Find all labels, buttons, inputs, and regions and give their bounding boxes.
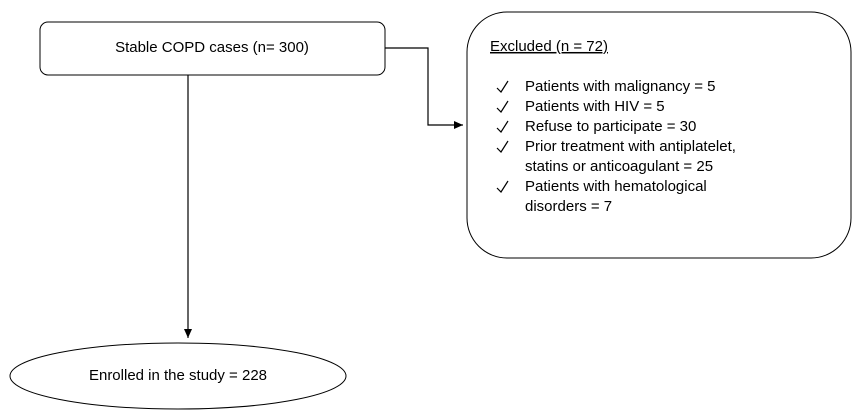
enrolled-ellipse [9, 342, 347, 410]
exclusion-arrow [385, 47, 463, 129]
start-label: Stable COPD cases (n= 300) [115, 39, 309, 56]
excluded-list: Patients with malignancy = 5 Patients wit… [496, 78, 736, 215]
check-icon [496, 100, 509, 113]
excluded-title: Excluded (n = 72) [490, 38, 608, 55]
enrolled-label: Enrolled in the study = 228 [89, 367, 267, 384]
check-icon [496, 140, 509, 153]
excluded-item: Patients with hematological [525, 178, 707, 195]
check-icon [496, 120, 509, 133]
excluded-item: Refuse to participate = 30 [525, 118, 696, 135]
check-icon [496, 80, 509, 93]
excluded-item: statins or anticoagulant = 25 [525, 158, 713, 175]
check-icon [496, 180, 509, 193]
excluded-item: Patients with HIV = 5 [525, 98, 665, 115]
excluded-item: Prior treatment with antiplatelet, [525, 138, 736, 155]
excluded-item: disorders = 7 [525, 198, 612, 215]
excluded-item: Patients with malignancy = 5 [525, 78, 716, 95]
excluded-box [466, 11, 852, 259]
